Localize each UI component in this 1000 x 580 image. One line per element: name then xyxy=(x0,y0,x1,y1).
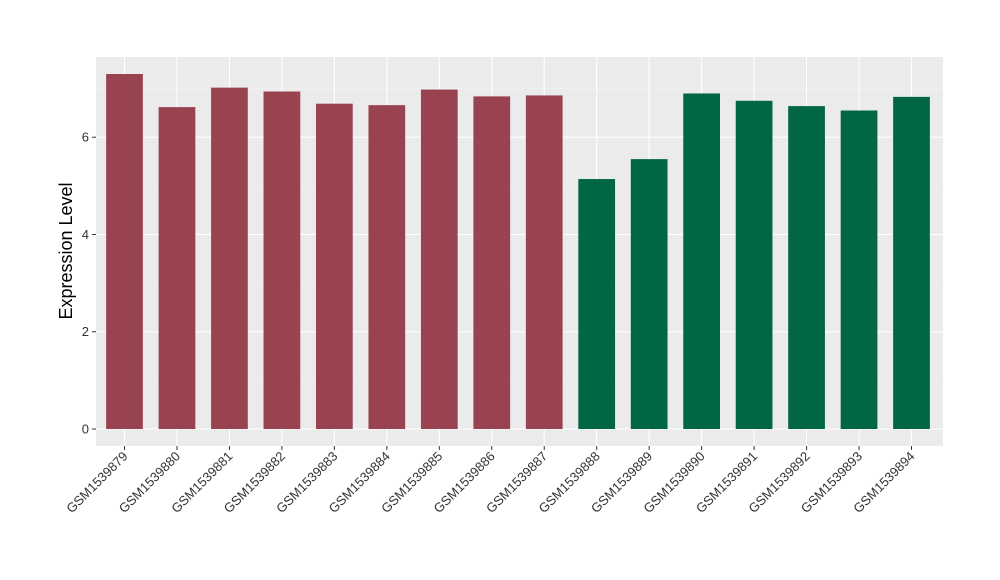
y-tick-label: 4 xyxy=(82,227,89,242)
bar xyxy=(788,106,825,430)
bar xyxy=(316,103,353,430)
bars xyxy=(106,74,930,430)
bar xyxy=(368,105,406,429)
y-tick-label: 0 xyxy=(82,422,89,437)
y-tick-label: 6 xyxy=(82,130,89,145)
bar xyxy=(473,96,511,429)
x-axis: GSM1539879GSM1539880GSM1539881GSM1539882… xyxy=(63,446,918,516)
y-axis-title: Expression Level xyxy=(56,182,76,319)
bar xyxy=(840,110,878,429)
bar xyxy=(263,91,301,430)
bar xyxy=(106,74,143,430)
bar xyxy=(525,95,563,430)
bar xyxy=(578,179,616,429)
y-axis: 0 2 4 6 xyxy=(82,130,96,437)
bar xyxy=(420,89,458,430)
bar xyxy=(211,87,248,430)
bar xyxy=(735,100,773,429)
bar xyxy=(158,107,196,429)
bar xyxy=(893,96,930,429)
bar xyxy=(630,159,668,429)
y-tick-label: 2 xyxy=(82,324,89,339)
bar xyxy=(683,93,720,430)
